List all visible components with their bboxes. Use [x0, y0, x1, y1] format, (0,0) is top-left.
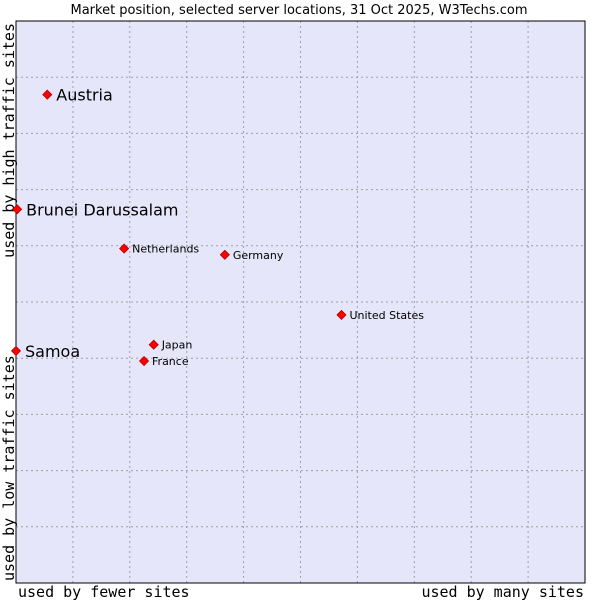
point-netherlands: Netherlands [119, 243, 199, 256]
point-marker [42, 89, 53, 100]
point-label: Austria [56, 86, 113, 105]
point-samoa: Samoa [10, 342, 80, 361]
point-label: France [152, 355, 189, 368]
y-axis-label-low: used by low traffic sites [0, 355, 18, 581]
point-label: Samoa [25, 342, 80, 361]
point-brunei-darussalam: Brunei Darussalam [12, 200, 179, 219]
point-france: France [138, 355, 189, 368]
chart-title: Market position, selected server locatio… [70, 3, 527, 18]
point-marker [12, 204, 23, 215]
point-japan: Japan [148, 339, 193, 352]
point-marker [219, 249, 230, 260]
point-united-states: United States [336, 309, 424, 322]
point-label: Brunei Darussalam [26, 200, 178, 219]
x-axis-label-high: used by many sites [421, 583, 584, 600]
point-marker [336, 309, 347, 320]
point-marker [119, 243, 130, 254]
point-austria: Austria [42, 86, 113, 105]
point-label: United States [349, 309, 424, 322]
gridlines [16, 21, 585, 583]
point-label: Netherlands [132, 243, 199, 256]
point-marker [148, 339, 159, 350]
x-axis-label-low: used by fewer sites [18, 583, 190, 600]
point-label: Japan [161, 339, 193, 352]
point-marker [138, 355, 150, 367]
point-marker [10, 345, 22, 356]
data-points: Austria Brunei Darussalam Netherlands Germa… [10, 86, 424, 368]
point-germany: Germany [219, 249, 284, 262]
y-axis-label-high: used by high traffic sites [0, 23, 18, 258]
plot-border [15, 20, 586, 584]
point-label: Germany [233, 249, 284, 262]
